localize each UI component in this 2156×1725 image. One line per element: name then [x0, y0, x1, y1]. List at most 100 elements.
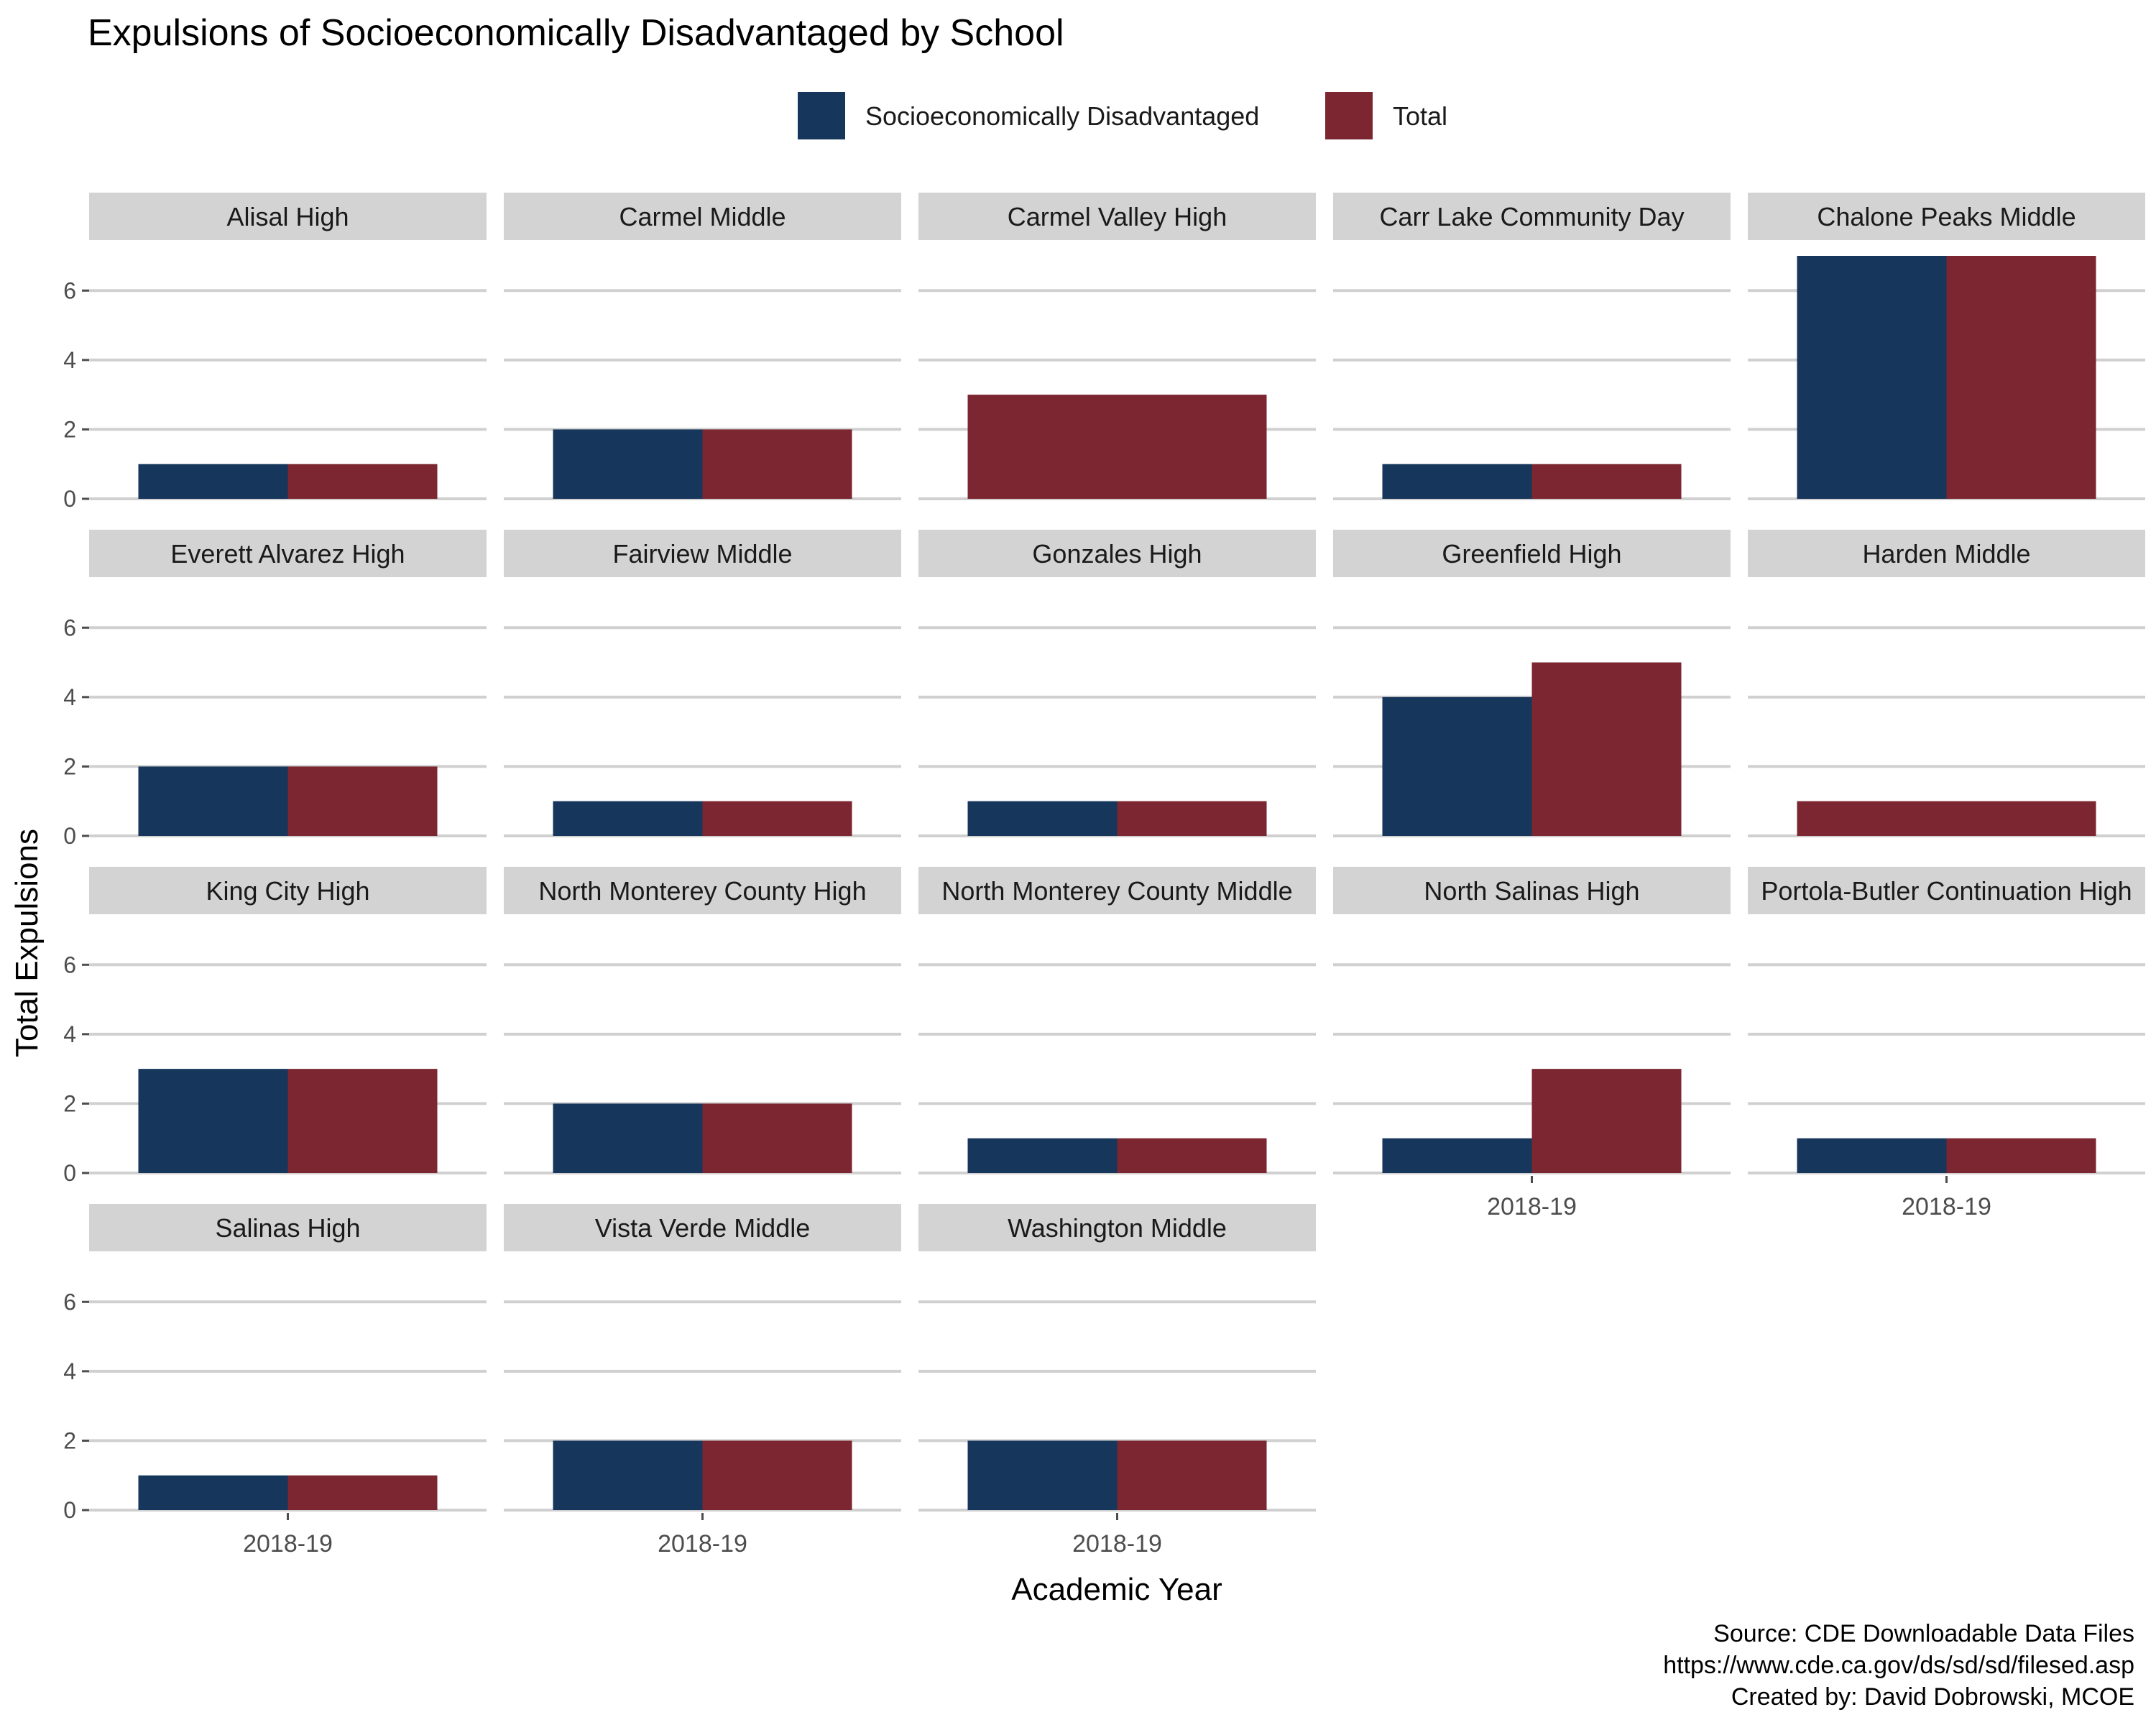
facet-panels: Alisal High 0 2 4 6 Carmel Middle Carmel Valle… — [63, 193, 2145, 1558]
bar-socioeconomically-disadvantaged — [967, 1138, 1118, 1173]
facet-strip — [1748, 530, 2145, 577]
y-tick-label: 0 — [63, 486, 76, 512]
facet-gonzales-high: Gonzales High — [918, 530, 1316, 837]
y-tick-label: 4 — [63, 347, 76, 373]
y-tick-label: 4 — [63, 684, 76, 710]
facet-fairview-middle: Fairview Middle — [504, 530, 901, 837]
facet-strip-label: King City High — [206, 876, 369, 906]
bar-socioeconomically-disadvantaged — [1797, 1138, 1947, 1173]
bar-total — [1946, 1138, 2096, 1173]
facet-strip — [1333, 193, 1731, 240]
facet-strip-label: North Monterey County High — [538, 876, 866, 906]
y-tick-label: 2 — [63, 1090, 76, 1116]
facet-north-monterey-county-middle: North Monterey County Middle — [918, 867, 1316, 1174]
bar-total — [1531, 464, 1682, 499]
y-tick-label: 6 — [63, 952, 76, 978]
bar-socioeconomically-disadvantaged — [1382, 1138, 1532, 1173]
bar-total — [287, 1475, 438, 1510]
caption-source: Source: CDE Downloadable Data Files — [1713, 1620, 2134, 1647]
facet-north-salinas-high: North Salinas High 2018-19 — [1333, 867, 1731, 1220]
facet-strip — [1748, 193, 2145, 240]
facet-greenfield-high: Greenfield High — [1333, 530, 1731, 837]
bar-total — [1797, 801, 2096, 836]
bar-socioeconomically-disadvantaged — [138, 464, 288, 499]
facet-strip-label: Salinas High — [215, 1213, 360, 1243]
facet-harden-middle: Harden Middle — [1748, 530, 2145, 837]
y-tick-label: 0 — [63, 1497, 76, 1523]
legend-label-socioeconomically-disadvantaged: Socioeconomically Disadvantaged — [865, 101, 1259, 131]
facet-carmel-middle: Carmel Middle — [504, 193, 901, 500]
facet-strip-label: Alisal High — [226, 202, 349, 231]
y-tick-label: 2 — [63, 753, 76, 779]
y-tick-label: 6 — [63, 615, 76, 640]
facet-strip-label: Washington Middle — [1008, 1213, 1227, 1243]
legend-key-total — [1325, 92, 1373, 139]
facet-strip-label: Portola-Butler Continuation High — [1761, 876, 2132, 906]
facet-strip-label: Carr Lake Community Day — [1379, 202, 1684, 231]
bar-total — [702, 1103, 852, 1173]
facet-strip — [918, 1204, 1316, 1251]
bar-socioeconomically-disadvantaged — [553, 1103, 703, 1173]
facet-strip-label: Gonzales High — [1032, 539, 1202, 569]
facet-strip — [89, 867, 487, 914]
facet-strip-label: Everett Alvarez High — [170, 539, 405, 569]
chart-title: Expulsions of Socioeconomically Disadvan… — [88, 12, 1064, 54]
y-tick-label: 0 — [63, 823, 76, 849]
bar-socioeconomically-disadvantaged — [553, 801, 703, 836]
facet-strip — [918, 867, 1316, 914]
bar-total — [1531, 1069, 1682, 1173]
y-tick-label: 4 — [63, 1358, 76, 1384]
facet-strip — [1333, 867, 1731, 914]
y-tick-label: 6 — [63, 277, 76, 303]
bar-total — [967, 395, 1267, 499]
bar-socioeconomically-disadvantaged — [967, 1440, 1118, 1510]
facet-carr-lake-community-day: Carr Lake Community Day — [1333, 193, 1731, 500]
bar-socioeconomically-disadvantaged — [553, 1440, 703, 1510]
bar-total — [287, 464, 438, 499]
bar-total — [1117, 1440, 1267, 1510]
caption-url: https://www.cde.ca.gov/ds/sd/sd/filesed.… — [1663, 1652, 2134, 1679]
y-tick-label: 2 — [63, 416, 76, 442]
facet-portola-butler-continuation-high: Portola-Butler Continuation High 2018-19 — [1748, 867, 2145, 1220]
bar-socioeconomically-disadvantaged — [553, 429, 703, 499]
bar-total — [1531, 662, 1682, 836]
facet-strip-label: Harden Middle — [1862, 539, 2030, 569]
x-tick-label: 2018-19 — [1902, 1193, 1991, 1220]
facet-strip — [504, 530, 901, 577]
facet-chalone-peaks-middle: Chalone Peaks Middle — [1748, 193, 2145, 500]
facet-strip-label: Greenfield High — [1442, 539, 1621, 569]
facet-strip — [1748, 867, 2145, 914]
y-axis-title: Total Expulsions — [9, 829, 45, 1057]
facet-north-monterey-county-high: North Monterey County High — [504, 867, 901, 1174]
facet-strip — [918, 530, 1316, 577]
facet-strip — [504, 867, 901, 914]
y-tick-label: 0 — [63, 1160, 76, 1186]
facet-alisal-high: Alisal High 0 2 4 6 — [63, 193, 487, 512]
facet-strip — [918, 193, 1316, 240]
legend: Socioeconomically Disadvantaged Total — [798, 92, 1447, 139]
facet-strip — [504, 1204, 901, 1251]
facet-strip — [89, 530, 487, 577]
x-tick-label: 2018-19 — [1487, 1193, 1577, 1220]
facet-strip-label: Chalone Peaks Middle — [1817, 202, 2076, 231]
facet-strip-label: Vista Verde Middle — [595, 1213, 811, 1243]
bar-total — [1946, 256, 2096, 499]
bar-socioeconomically-disadvantaged — [1797, 256, 1947, 499]
bar-socioeconomically-disadvantaged — [1382, 696, 1532, 836]
y-tick-label: 2 — [63, 1427, 76, 1453]
x-tick-label: 2018-19 — [658, 1530, 747, 1558]
bar-socioeconomically-disadvantaged — [138, 1069, 288, 1173]
bar-total — [1117, 801, 1267, 836]
y-tick-label: 6 — [63, 1289, 76, 1315]
y-tick-label: 4 — [63, 1021, 76, 1047]
legend-key-socioeconomically-disadvantaged — [798, 92, 845, 139]
facet-vista-verde-middle: Vista Verde Middle 2018-19 — [504, 1204, 901, 1558]
bar-total — [702, 1440, 852, 1510]
x-tick-label: 2018-19 — [243, 1530, 333, 1558]
bar-total — [287, 1069, 438, 1173]
facet-king-city-high: King City High 0 2 4 6 — [63, 867, 487, 1186]
facet-strip-label: North Salinas High — [1424, 876, 1639, 906]
facet-salinas-high: Salinas High 0 2 4 6 2018-19 — [63, 1204, 487, 1558]
bar-socioeconomically-disadvantaged — [138, 766, 288, 836]
